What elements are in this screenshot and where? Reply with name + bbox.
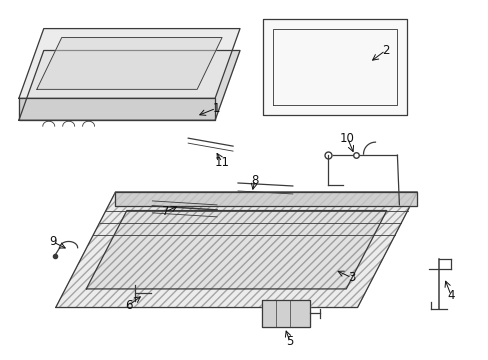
Text: 4: 4 (447, 289, 454, 302)
Text: 6: 6 (124, 299, 132, 312)
Text: 1: 1 (212, 102, 220, 115)
Polygon shape (86, 211, 386, 289)
Text: 11: 11 (214, 156, 229, 168)
Polygon shape (263, 19, 407, 115)
Polygon shape (19, 50, 240, 120)
Text: 9: 9 (49, 235, 57, 248)
Polygon shape (115, 192, 416, 206)
Text: 7: 7 (161, 205, 169, 219)
Polygon shape (37, 37, 222, 89)
Text: 3: 3 (347, 271, 355, 284)
Text: 10: 10 (340, 132, 354, 145)
Polygon shape (56, 192, 416, 307)
Polygon shape (19, 28, 240, 98)
Polygon shape (19, 98, 215, 120)
Text: 5: 5 (285, 335, 293, 348)
Text: 8: 8 (251, 174, 258, 186)
Text: 2: 2 (381, 44, 388, 57)
Polygon shape (262, 300, 309, 328)
